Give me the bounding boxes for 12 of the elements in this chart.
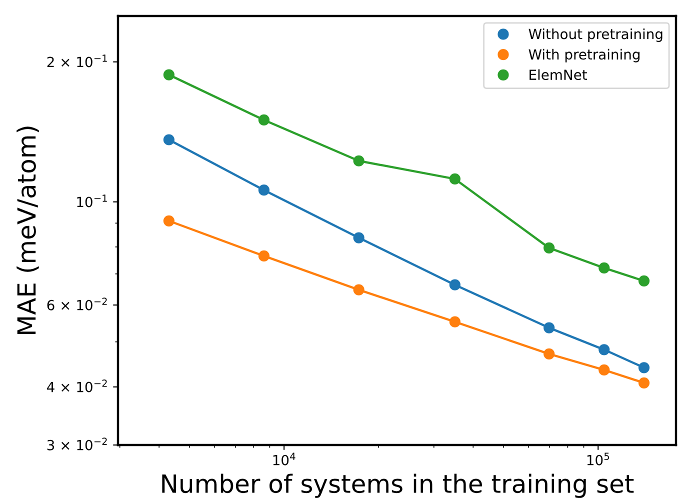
- legend-label: With pretraining: [528, 48, 640, 62]
- y-tick-label: 10$^{−1}$: [77, 194, 107, 208]
- y-axis-title: MAE (meV/atom): [16, 126, 39, 334]
- y-tick-label: 6 × 10$^{−2}$: [47, 298, 107, 310]
- y-tick-label: 2 × 10$^{−1}$: [47, 54, 107, 68]
- y-tick-label: 3 × 10$^{−2}$: [47, 438, 107, 450]
- x-tick-label: 10$^{4}$: [273, 452, 296, 466]
- legend-label: ElemNet: [530, 69, 588, 80]
- x-tick-label: 10$^{5}$: [587, 452, 610, 466]
- y-tick-label: 4 × 10$^{−2}$: [47, 380, 107, 392]
- legend-label: Without pretraining: [528, 28, 662, 42]
- x-axis-title: Number of systems in the training set: [162, 474, 634, 498]
